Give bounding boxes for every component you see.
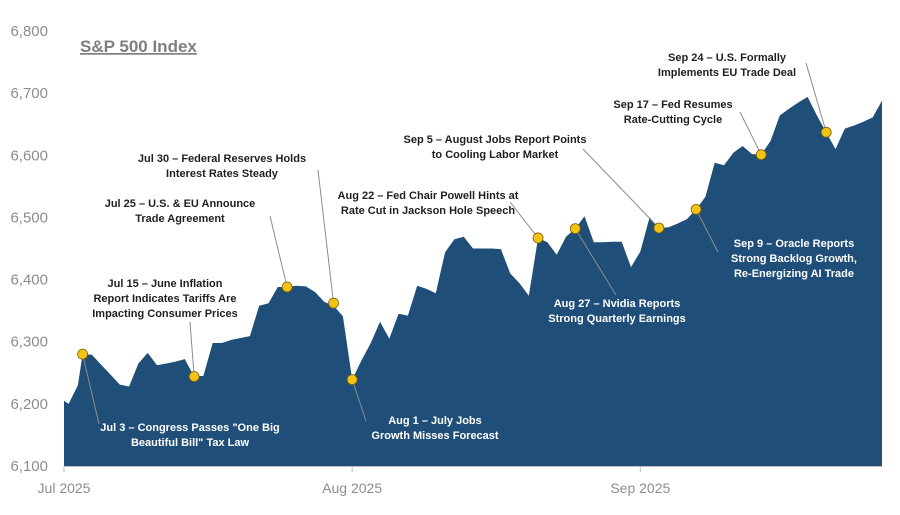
y-tick-label: 6,700: [10, 85, 48, 102]
x-tick-label: Aug 2025: [322, 480, 382, 496]
event-leader-line: [805, 62, 827, 133]
event-annotation-line: Impacting Consumer Prices: [92, 308, 238, 320]
y-tick-label: 6,200: [10, 396, 48, 413]
event-marker: [328, 297, 339, 309]
event-marker: [820, 126, 832, 138]
y-tick-label: 6,500: [10, 209, 48, 226]
event-annotation-line: Re-Energizing AI Trade: [734, 268, 854, 280]
event-annotation-line: Sep 5 – August Jobs Report Points: [404, 134, 587, 146]
event-leader-line: [574, 228, 617, 296]
event-leader-line: [695, 209, 719, 253]
event-annotation-line: Beautiful Bill" Tax Law: [131, 437, 250, 449]
event-annotation: Jul 25 – U.S. & EU Announce Trade Agreeme…: [105, 198, 256, 225]
event-leader-line: [351, 379, 367, 422]
index-area: [64, 96, 882, 467]
event-annotation-line: to Cooling Labor Market: [432, 149, 559, 161]
y-tick-label: 6,400: [10, 272, 48, 289]
event-annotation: Aug 22 – Fed Chair Powell Hints at Rate C…: [338, 190, 519, 217]
event-marker: [77, 348, 88, 360]
event-annotation-line: Implements EU Trade Deal: [658, 67, 796, 79]
event-annotation-line: Strong Backlog Growth,: [731, 253, 857, 265]
event-annotation: Jul 3 – Congress Passes "One Big Beautifu…: [100, 422, 279, 449]
event-annotation-line: Aug 22 – Fed Chair Powell Hints at: [338, 190, 519, 202]
event-annotation: Sep 17 – Fed Resumes Rate-Cutting Cycle: [613, 99, 732, 126]
event-annotation-line: Jul 25 – U.S. & EU Announce: [105, 198, 256, 210]
event-annotation-line: Rate-Cutting Cycle: [624, 114, 722, 126]
event-marker: [188, 371, 200, 382]
event-marker: [755, 149, 767, 161]
y-tick-label: 6,300: [10, 334, 48, 351]
event-annotation-line: Sep 9 – Oracle Reports: [734, 238, 854, 250]
event-annotation: Aug 27 – Nvidia Reports Strong Quarterly …: [548, 298, 686, 325]
event-annotation: Jul 15 – June Inflation Report Indicates …: [92, 278, 238, 320]
event-annotation: Sep 24 – U.S. Formally Implements EU Trad…: [658, 52, 796, 79]
y-tick-label: 6,100: [10, 458, 48, 475]
event-leader-line: [582, 148, 660, 229]
event-leader-line: [739, 111, 762, 155]
event-leader-line: [317, 169, 335, 304]
x-tick-label: Sep 2025: [610, 480, 670, 496]
event-annotation: Sep 5 – August Jobs Report Points to Cool…: [404, 134, 587, 161]
event-annotation-line: Jul 30 – Federal Reserves Holds: [138, 153, 306, 165]
y-tick-label: 6,800: [10, 23, 48, 40]
event-annotation-line: Aug 27 – Nvidia Reports: [554, 298, 681, 310]
event-leader-line: [269, 215, 288, 288]
event-leader-line: [509, 201, 539, 239]
event-annotation: Aug 1 – July Jobs Growth Misses Forecast: [371, 415, 498, 442]
event-annotation-line: Trade Agreement: [135, 213, 225, 225]
event-annotation-line: Sep 17 – Fed Resumes: [613, 99, 732, 111]
event-marker: [569, 223, 581, 235]
event-marker: [281, 281, 293, 293]
event-annotation-line: Strong Quarterly Earnings: [548, 313, 686, 325]
event-marker: [346, 374, 358, 386]
y-tick-label: 6,600: [10, 147, 48, 164]
event-marker: [653, 222, 665, 234]
event-marker: [532, 232, 544, 244]
event-annotation: Sep 9 – Oracle Reports Strong Backlog Gro…: [731, 238, 857, 280]
event-annotation-line: Jul 15 – June Inflation: [108, 278, 223, 290]
event-annotation-line: Aug 1 – July Jobs: [388, 415, 482, 427]
event-leader-line: [82, 354, 100, 425]
chart-title: S&P 500 Index: [80, 37, 197, 56]
event-annotation-line: Report Indicates Tariffs Are: [93, 293, 236, 305]
event-annotation-line: Sep 24 – U.S. Formally: [668, 52, 787, 64]
event-annotation: Jul 30 – Federal Reserves Holds Interest …: [138, 153, 306, 180]
event-annotation-line: Rate Cut in Jackson Hole Speech: [341, 205, 515, 217]
event-annotation-line: Growth Misses Forecast: [371, 430, 498, 442]
event-annotation-line: Interest Rates Steady: [166, 168, 279, 180]
event-marker: [690, 203, 702, 215]
event-leader-line: [189, 321, 195, 377]
event-annotation-line: Jul 3 – Congress Passes "One Big: [100, 422, 279, 434]
x-tick-label: Jul 2025: [38, 480, 91, 496]
